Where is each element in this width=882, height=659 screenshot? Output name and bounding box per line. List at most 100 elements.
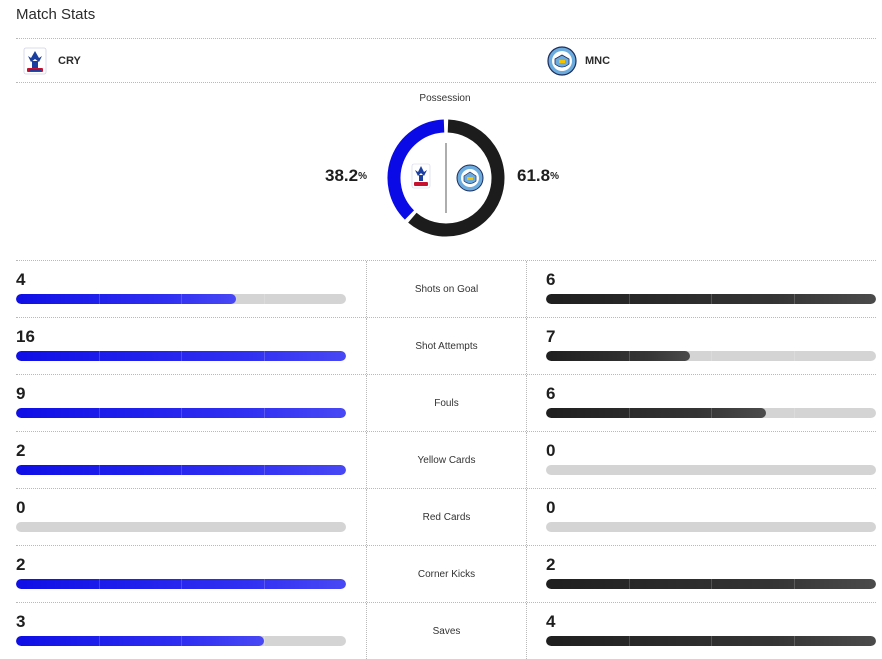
away-stat: 6 (546, 375, 876, 431)
bar-segment-divider (98, 579, 100, 589)
home-stat-bar-fill (16, 636, 264, 646)
away-stat-bar-track (546, 465, 876, 475)
manchester-city-crest-icon (547, 46, 577, 76)
home-stat-bar-track (16, 408, 346, 418)
away-stat-value: 4 (546, 612, 556, 631)
home-stat: 2 (16, 432, 346, 488)
stat-label: Shots on Goal (366, 261, 527, 317)
bar-segment-divider (181, 636, 182, 646)
crystal-palace-crest-icon (23, 47, 47, 75)
bar-segment-divider (181, 408, 182, 418)
donut-home-crest-icon (411, 163, 431, 189)
away-stat: 0 (546, 489, 876, 545)
stat-label: Red Cards (366, 489, 527, 545)
home-stat-value: 0 (16, 498, 26, 517)
teams-header: CRY MNC (16, 38, 876, 83)
away-stat-value: 0 (546, 498, 556, 517)
stat-row: 2 2 Corner Kicks (16, 545, 876, 602)
home-stat-bar-track (16, 294, 346, 304)
bar-segment-divider (181, 351, 182, 361)
bar-segment-divider (98, 465, 100, 475)
stat-row: 16 7 Shot Attempts (16, 317, 876, 374)
bar-segment-divider (181, 579, 182, 589)
bar-segment-divider (263, 465, 265, 475)
away-stat-value: 2 (546, 555, 556, 574)
bar-segment-divider (711, 579, 712, 589)
bar-segment-divider (711, 351, 712, 361)
bar-segment-divider (793, 408, 795, 418)
away-stat-bar-track (546, 351, 876, 361)
home-team[interactable]: CRY (20, 46, 81, 76)
bar-segment-divider (263, 579, 265, 589)
donut-away-crest-icon (456, 164, 484, 192)
stats-table: 4 6 Shots on Goal 16 7 Shot Attempts 9 6 Fouls 2 0… (16, 260, 876, 659)
bar-segment-divider (263, 351, 265, 361)
bar-segment-divider (628, 579, 630, 589)
home-stat-bar-fill (16, 351, 346, 361)
bar-segment-divider (628, 351, 630, 361)
away-team[interactable]: MNC (547, 46, 610, 76)
home-stat-bar-track (16, 351, 346, 361)
away-possession-value: 61.8% (517, 166, 559, 186)
away-team-abbr: MNC (585, 55, 611, 67)
home-stat: 16 (16, 318, 346, 374)
away-stat: 7 (546, 318, 876, 374)
home-stat-value: 9 (16, 384, 26, 403)
away-stat-bar-fill (546, 294, 876, 304)
home-stat: 4 (16, 261, 346, 317)
bar-segment-divider (98, 351, 100, 361)
home-stat-value: 3 (16, 612, 26, 631)
bar-segment-divider (793, 636, 795, 646)
away-stat: 6 (546, 261, 876, 317)
home-stat-bar-fill (16, 408, 346, 418)
stat-label: Shot Attempts (366, 318, 527, 374)
stat-row: 0 0 Red Cards (16, 488, 876, 545)
home-stat-bar-fill (16, 294, 237, 304)
bar-segment-divider (793, 351, 795, 361)
away-stat-bar-fill (546, 579, 876, 589)
stat-label: Corner Kicks (366, 546, 527, 602)
bar-segment-divider (98, 636, 100, 646)
stat-row: 3 4 Saves (16, 602, 876, 659)
away-stat-bar-track (546, 522, 876, 532)
bar-segment-divider (628, 636, 630, 646)
away-stat-bar-fill (546, 351, 691, 361)
away-possession-arc (408, 119, 505, 237)
bar-segment-divider (711, 636, 712, 646)
away-stat: 4 (546, 603, 876, 659)
bar-segment-divider (711, 408, 712, 418)
bar-segment-divider (98, 294, 100, 304)
away-stat-bar-fill (546, 408, 767, 418)
home-possession-unit: % (358, 171, 367, 182)
bar-segment-divider (711, 294, 712, 304)
bar-segment-divider (181, 465, 182, 475)
home-stat-bar-track (16, 522, 346, 532)
away-stat: 0 (546, 432, 876, 488)
away-stat-bar-track (546, 294, 876, 304)
stat-label: Yellow Cards (366, 432, 527, 488)
bar-segment-divider (628, 408, 630, 418)
bar-segment-divider (793, 294, 795, 304)
away-stat-bar-track (546, 579, 876, 589)
home-stat: 0 (16, 489, 346, 545)
home-possession-arc (387, 119, 445, 220)
home-stat-bar-fill (16, 465, 346, 475)
bar-segment-divider (98, 408, 100, 418)
stat-row: 4 6 Shots on Goal (16, 260, 876, 317)
home-stat-value: 2 (16, 555, 26, 574)
away-stat-bar-track (546, 636, 876, 646)
away-stat-bar-fill (546, 636, 876, 646)
home-possession-value: 38.2% (325, 166, 367, 186)
away-stat-value: 6 (546, 384, 556, 403)
away-possession-number: 61.8 (517, 166, 551, 185)
match-stats-title: Match Stats (16, 6, 96, 23)
home-stat: 9 (16, 375, 346, 431)
bar-segment-divider (628, 294, 630, 304)
home-stat-value: 16 (16, 327, 35, 346)
stat-row: 9 6 Fouls (16, 374, 876, 431)
possession-label: Possession (419, 93, 471, 104)
away-stat-value: 6 (546, 270, 556, 289)
away-possession-unit: % (550, 171, 559, 182)
bar-segment-divider (793, 579, 795, 589)
home-stat-bar-track (16, 636, 346, 646)
